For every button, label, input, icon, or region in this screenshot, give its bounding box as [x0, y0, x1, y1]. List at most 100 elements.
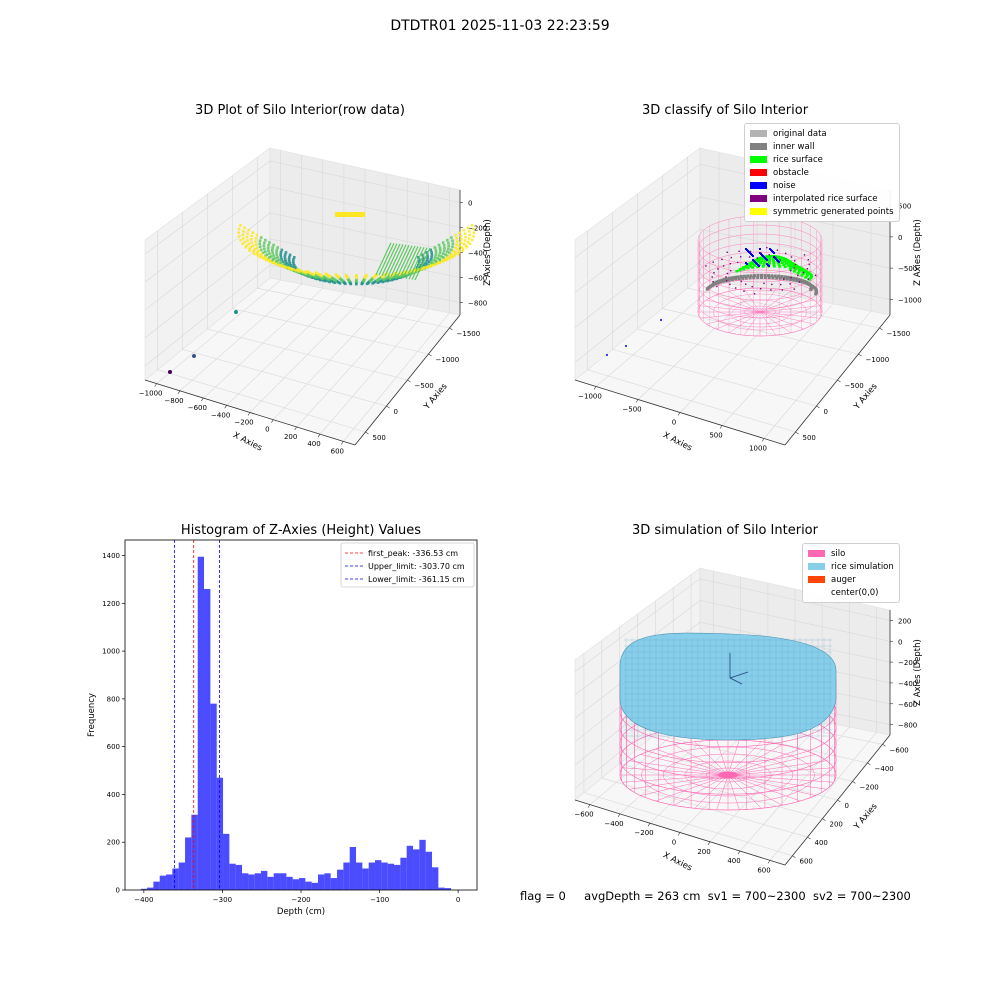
- interpolated-point: [726, 251, 728, 253]
- data-point: [277, 263, 281, 267]
- y-tick-label: −1000: [866, 356, 890, 364]
- inner-wall-point: [749, 274, 753, 278]
- data-point: [457, 249, 461, 252]
- data-point: [292, 268, 295, 271]
- data-point: [465, 246, 469, 249]
- x-tick: [767, 860, 771, 864]
- rice-surface-point: [792, 270, 796, 273]
- x-tick: [154, 383, 157, 387]
- data-streak: [396, 245, 413, 278]
- inner-wall-point: [767, 274, 770, 278]
- data-streak: [414, 247, 431, 281]
- data-point-top: [344, 212, 347, 217]
- gridline-z: [144, 186, 461, 283]
- data-point: [438, 251, 442, 255]
- data-point: [344, 273, 348, 277]
- noise-point: [758, 265, 760, 267]
- interpolated-point: [712, 281, 714, 283]
- data-point: [468, 242, 472, 245]
- inner-wall-point: [744, 276, 748, 280]
- data-point: [292, 262, 295, 265]
- rice-surface-point: [774, 255, 778, 258]
- data-point: [472, 235, 475, 238]
- x-tick: [677, 412, 681, 416]
- data-point: [449, 252, 453, 256]
- data-point: [446, 250, 449, 253]
- z-tick-label: −1000: [898, 296, 922, 304]
- noise-point: [606, 354, 608, 356]
- data-point: [466, 240, 470, 244]
- interpolated-point: [771, 283, 773, 286]
- legend4-swatch: [808, 550, 825, 557]
- rice-surface-point: [771, 255, 775, 258]
- legend2-swatch: [750, 182, 767, 189]
- legend2-entry: inner wall: [750, 140, 894, 153]
- data-point: [422, 257, 425, 261]
- data-point: [468, 230, 471, 233]
- histogram-bar: [406, 845, 414, 890]
- data-point: [283, 255, 287, 259]
- silo-floor-spoke: [706, 299, 761, 313]
- data-point-top: [347, 212, 350, 217]
- interpolated-point: [751, 286, 753, 288]
- x-tick: [761, 438, 765, 442]
- x-tick: [647, 823, 651, 827]
- histogram-bar: [185, 837, 192, 890]
- data-point: [247, 242, 251, 246]
- rice-surface-point: [804, 276, 808, 279]
- inner-wall-point: [797, 278, 801, 281]
- rice-surface-point: [798, 269, 801, 272]
- rice-surface-point: [778, 257, 782, 261]
- data-point: [447, 241, 450, 245]
- rice-surface-point: [783, 257, 787, 261]
- data-point-top: [356, 212, 359, 217]
- legend2-swatch: [750, 143, 767, 150]
- interpolated-point: [749, 250, 752, 253]
- rice-surface-point: [803, 269, 807, 272]
- data-point: [455, 243, 458, 246]
- y-tick-label: −500: [415, 382, 434, 390]
- histogram-bar: [432, 867, 439, 890]
- interpolated-point: [721, 258, 723, 261]
- inner-wall-point: [721, 279, 725, 283]
- data-point: [454, 246, 457, 250]
- interpolated-point: [737, 261, 739, 264]
- y-tick-label: −200: [860, 783, 879, 791]
- inner-wall-point: [763, 274, 767, 277]
- data-point: [424, 262, 427, 265]
- center-axis-x: [729, 671, 749, 679]
- data-point: [267, 244, 270, 247]
- data-point: [326, 277, 329, 281]
- rice-surface-point: [801, 272, 805, 276]
- y-tick-label: 600: [107, 743, 120, 751]
- x-tick-label: −800: [164, 397, 183, 405]
- rice-surface-point: [783, 265, 787, 269]
- histogram-bar: [166, 874, 173, 890]
- histogram-bar: [343, 862, 350, 890]
- panel4-legend: silo rice simulation auger center(0,0): [802, 543, 900, 603]
- data-streak: [399, 245, 416, 279]
- histogram-bar: [299, 878, 306, 890]
- data-point: [463, 239, 467, 242]
- data-point: [271, 261, 275, 265]
- data-point: [321, 277, 324, 280]
- gridline-x: [763, 185, 872, 439]
- rice-surface-point: [797, 266, 801, 270]
- data-point: [261, 251, 265, 254]
- interpolated-point: [730, 256, 732, 259]
- gridline-x: [156, 150, 281, 384]
- gridline-y: [687, 157, 880, 329]
- data-point: [258, 242, 261, 245]
- histogram-bar: [229, 863, 236, 890]
- data-point: [453, 254, 456, 257]
- rice-surface-point: [749, 262, 753, 265]
- data-point: [385, 279, 388, 282]
- data-point: [451, 255, 454, 259]
- y-tick: [882, 744, 886, 747]
- data-point: [275, 253, 279, 257]
- data-point: [243, 226, 246, 230]
- silo-floor-spoke: [694, 774, 729, 809]
- rice-surface-point: [788, 261, 792, 264]
- data-point: [273, 256, 277, 260]
- data-point: [262, 257, 265, 260]
